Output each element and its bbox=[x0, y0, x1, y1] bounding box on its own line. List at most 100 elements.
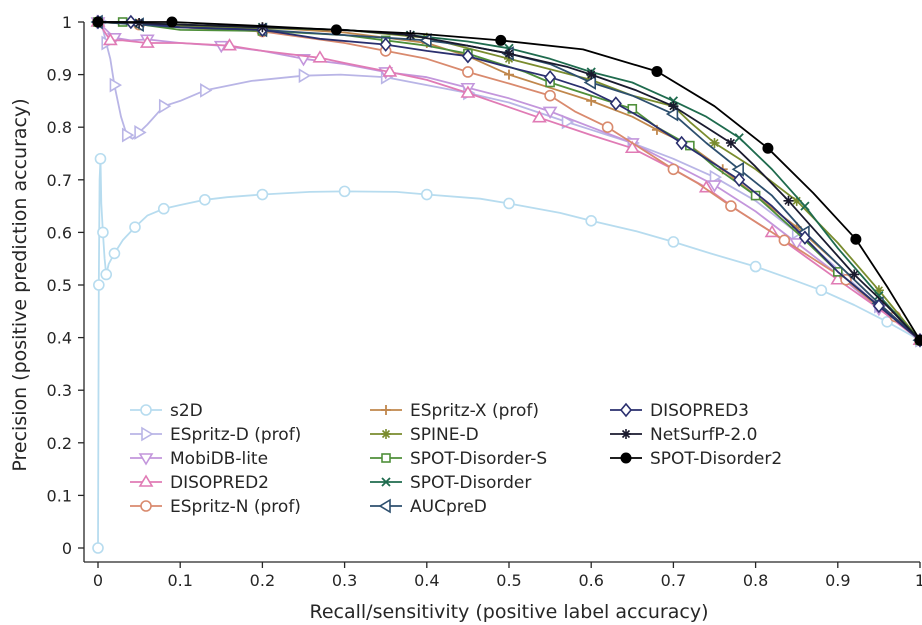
data-point-disopred2 bbox=[460, 85, 476, 98]
legend-item-espritz-n-prof: ESpritz-N (prof) bbox=[130, 497, 301, 517]
legend-item-spot-disorder2: SPOT-Disorder2 bbox=[610, 449, 782, 469]
data-point-s2d bbox=[157, 202, 170, 215]
series-disopred3 bbox=[91, 14, 922, 348]
data-point-spot-disorder2 bbox=[92, 16, 104, 28]
legend-marker bbox=[378, 498, 391, 514]
data-point-s2d bbox=[256, 188, 269, 201]
data-point-espritz-d-prof bbox=[121, 127, 135, 143]
data-point-espritz-d-prof bbox=[200, 82, 213, 98]
data-point-spot-disorder2 bbox=[651, 65, 663, 77]
data-point-mobidb-lite bbox=[296, 54, 311, 67]
data-point-disopred3 bbox=[733, 172, 746, 188]
x-tick-label: 0.4 bbox=[414, 571, 439, 590]
data-point-espritz-n-prof bbox=[667, 163, 680, 176]
data-point-netsurfp-2-0 bbox=[504, 48, 514, 59]
legend-marker bbox=[381, 429, 391, 439]
y-tick-label: 0.6 bbox=[47, 223, 72, 242]
data-point-spot-disorder bbox=[800, 201, 810, 211]
data-point-disopred2 bbox=[532, 110, 547, 123]
data-point-disopred3 bbox=[798, 230, 811, 245]
data-point-s2d bbox=[815, 284, 828, 297]
data-point-s2d bbox=[97, 226, 109, 239]
legend-label: MobiDB-lite bbox=[170, 449, 268, 469]
data-point-spot-disorder2 bbox=[914, 334, 922, 346]
data-point-disopred2 bbox=[222, 38, 237, 51]
data-point-spot-disorder2 bbox=[762, 142, 774, 154]
legend-marker bbox=[381, 405, 391, 415]
legend-marker bbox=[141, 426, 154, 442]
data-point-disopred3 bbox=[461, 48, 474, 64]
data-point-s2d bbox=[585, 215, 598, 227]
series-line-netsurfp-2-0 bbox=[97, 21, 921, 341]
legend-marker bbox=[621, 429, 631, 439]
legend-label: ESpritz-X (prof) bbox=[410, 401, 539, 421]
axes: 0 0.1 0.2 0.3 0.4 0.5 0.6 0.7 0.8 0.9 1 0 0.1 0.2 0.3 0… bbox=[47, 13, 922, 590]
y-tick-label: 0.3 bbox=[47, 381, 72, 400]
y-tick-label: 0.2 bbox=[47, 434, 72, 453]
y-tick-label: 0 bbox=[62, 539, 72, 558]
y-tick-label: 0.8 bbox=[47, 118, 72, 137]
series-layer bbox=[90, 14, 922, 554]
legend-marker bbox=[140, 404, 152, 416]
data-point-espritz-d-prof bbox=[109, 77, 122, 93]
data-point-espritz-d-prof bbox=[709, 169, 723, 185]
legend-item-disopred2: DISOPRED2 bbox=[130, 473, 269, 493]
legend-label: SPOT-Disorder2 bbox=[650, 449, 782, 469]
data-point-espritz-n-prof bbox=[462, 66, 474, 78]
legend-item-s2d: s2D bbox=[130, 401, 203, 421]
legend-label: DISOPRED3 bbox=[650, 401, 749, 421]
legend-marker bbox=[138, 474, 154, 487]
legend: s2D ESpritz-D (prof) MobiDB-lite DISOPRED2 E… bbox=[130, 401, 782, 517]
data-point-disopred3 bbox=[872, 298, 885, 314]
legend-item-spot-disorder: SPOT-Disorder bbox=[370, 473, 531, 493]
data-point-s2d bbox=[129, 221, 141, 233]
y-tick-label: 0.4 bbox=[47, 329, 72, 348]
data-point-mobidb-lite bbox=[707, 180, 722, 193]
data-point-disopred2 bbox=[382, 64, 398, 77]
y-tick-label: 0.5 bbox=[47, 276, 72, 295]
legend-item-netsurfp-2-0: NetSurfP-2.0 bbox=[610, 425, 757, 445]
data-point-s2d bbox=[108, 247, 121, 260]
series-line-spot-disorder2 bbox=[98, 21, 921, 341]
data-point-s2d bbox=[92, 542, 104, 554]
data-point-mobidb-lite bbox=[213, 40, 229, 54]
data-point-espritz-x-prof bbox=[586, 95, 597, 106]
data-point-s2d bbox=[100, 268, 113, 281]
data-point-spot-disorder2 bbox=[166, 16, 178, 28]
legend-label: SPINE-D bbox=[410, 425, 479, 445]
data-point-netsurfp-2-0 bbox=[586, 69, 597, 80]
data-point-s2d bbox=[667, 236, 680, 248]
data-point-disopred2 bbox=[312, 50, 328, 63]
data-point-mobidb-lite bbox=[542, 106, 558, 119]
series-espritz-d-prof bbox=[96, 14, 922, 348]
data-point-spot-disorder2 bbox=[330, 24, 342, 36]
data-point-s2d bbox=[199, 193, 211, 206]
legend-label: SPOT-Disorder-S bbox=[410, 449, 547, 469]
legend-item-espritz-d-prof: ESpritz-D (prof) bbox=[130, 425, 301, 445]
data-point-espritz-d-prof bbox=[298, 68, 312, 84]
series-line-disopred3 bbox=[98, 21, 921, 341]
data-point-netsurfp-2-0 bbox=[849, 269, 860, 280]
data-point-s2d bbox=[503, 197, 515, 210]
x-tick-label: 1 bbox=[915, 571, 922, 590]
legend-marker bbox=[381, 453, 391, 463]
x-tick-label: 0.9 bbox=[825, 571, 850, 590]
data-point-spot-disorder bbox=[734, 133, 744, 143]
legend-label: ESpritz-D (prof) bbox=[170, 425, 301, 445]
data-point-aucpred bbox=[731, 161, 744, 177]
data-point-mobidb-lite bbox=[789, 238, 805, 251]
data-point-aucpred bbox=[665, 106, 679, 122]
data-point-espritz-d-prof bbox=[134, 125, 147, 140]
data-point-s2d bbox=[749, 260, 762, 273]
data-point-spine-d bbox=[873, 285, 884, 296]
x-tick-label: 0.7 bbox=[661, 571, 686, 590]
data-point-disopred2 bbox=[624, 140, 640, 154]
legend-marker bbox=[140, 500, 152, 512]
legend-label: s2D bbox=[170, 401, 203, 421]
legend-item-spot-disorder-s: SPOT-Disorder-S bbox=[370, 449, 547, 469]
legend-item-mobidb-lite: MobiDB-lite bbox=[130, 449, 268, 469]
data-point-s2d bbox=[420, 188, 433, 201]
x-tick-label: 0.6 bbox=[578, 571, 603, 590]
x-tick-label: 0.2 bbox=[250, 571, 275, 590]
data-point-disopred2 bbox=[139, 35, 155, 48]
